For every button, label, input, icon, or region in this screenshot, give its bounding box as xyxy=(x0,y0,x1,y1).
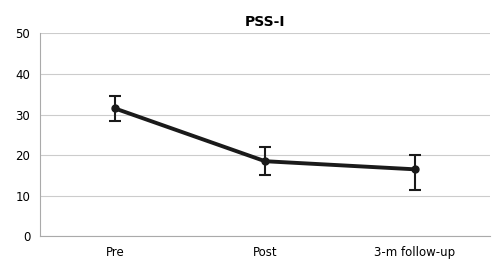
Title: PSS-I: PSS-I xyxy=(245,15,285,29)
